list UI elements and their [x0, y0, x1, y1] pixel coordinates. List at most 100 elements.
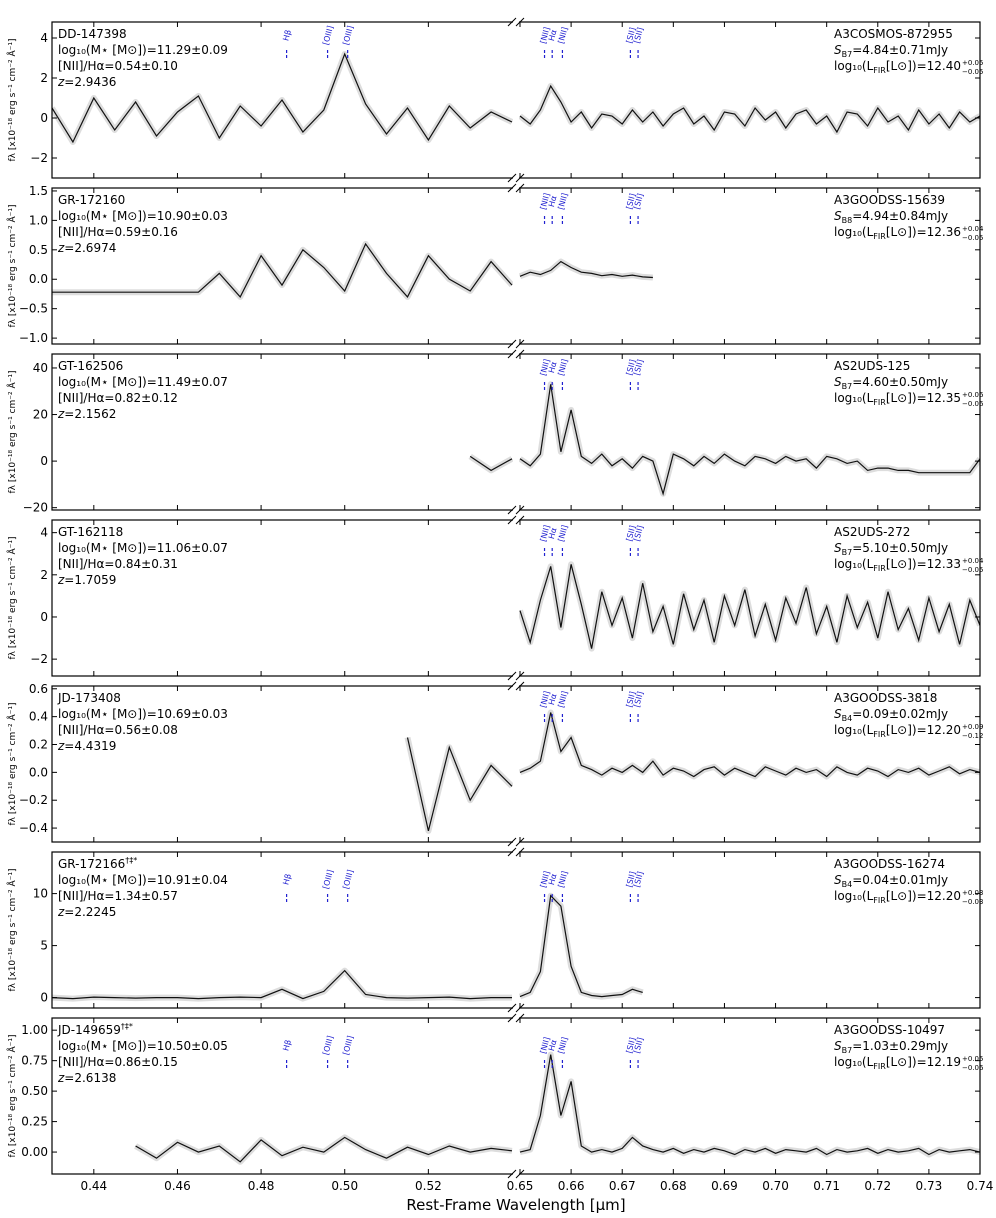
flux-symbol: S [834, 707, 842, 721]
mass-value: 10.50±0.05 [157, 1039, 228, 1053]
redshift: z=1.7059 [57, 573, 116, 587]
axis-break-mark [507, 671, 517, 681]
redshift: z=2.6974 [57, 241, 116, 255]
spectrum [135, 1054, 980, 1163]
axis-break-mark [507, 349, 517, 359]
lfir-suffix: [L⊙])= [886, 1055, 927, 1069]
lfir-suffix: [L⊙])= [886, 59, 927, 73]
lfir-err-down: −0.06 [962, 400, 984, 408]
x-tick-label: 0.48 [248, 1179, 275, 1193]
y-tick-label: 0.00 [21, 1145, 48, 1159]
line-ratio: [NII]/Hα=0.84±0.31 [58, 557, 178, 571]
line-label: [SII] [625, 26, 638, 44]
object-name: DD-147398 [58, 27, 127, 41]
lfir-value: 12.40 [927, 59, 961, 73]
y-tick-label: −20 [23, 501, 48, 515]
z-label: z= [57, 241, 74, 255]
x-tick-label: 0.46 [164, 1179, 191, 1193]
y-tick-label: 0 [40, 991, 48, 1005]
ratio-value: 0.59±0.16 [114, 225, 178, 239]
y-tick-label: 0.6 [29, 682, 48, 696]
x-tick-label: 0.52 [415, 1179, 442, 1193]
redshift: z=2.9436 [57, 75, 116, 89]
y-tick-label: 10 [33, 887, 48, 901]
y-axis-label: fλ [x10⁻¹⁸ erg s⁻¹ cm⁻² Å⁻¹] [6, 371, 18, 494]
z-value: 2.6974 [74, 241, 116, 255]
lfir-sub: FIR [873, 232, 886, 241]
y-axis-label: fλ [x10⁻¹⁸ erg s⁻¹ cm⁻² Å⁻¹] [6, 1035, 18, 1158]
axis-break-mark [507, 17, 517, 27]
line-label: [SII] [625, 524, 638, 542]
lfir: log₁₀(LFIR[L⊙])=12.20 [834, 889, 961, 905]
z-value: 4.4319 [74, 739, 116, 753]
source-name: A3GOODSS-15639 [834, 193, 945, 207]
y-tick-label: −2 [30, 652, 48, 666]
flux-symbol: S [834, 873, 842, 887]
lfir-value: 12.19 [927, 1055, 961, 1069]
object-flags: †‡* [121, 1022, 133, 1031]
axis-break-gap [513, 20, 519, 180]
object-name: JD-149659 [57, 1023, 121, 1037]
y-tick-label: 5 [40, 939, 48, 953]
object-id: GR-172166†‡* [58, 856, 137, 871]
lfir-err-up: +0.04 [962, 557, 984, 565]
axis-break-mark [507, 515, 517, 525]
line-label: [OIII] [321, 25, 335, 46]
line-label: [OIII] [341, 1035, 355, 1056]
spectrum [406, 712, 980, 832]
line-label: [SII] [625, 870, 638, 888]
lfir-suffix: [L⊙])= [886, 225, 927, 239]
line-label: [NII] [539, 358, 552, 377]
z-value: 2.1562 [74, 407, 116, 421]
stellar-mass: log₁₀(M⋆ [M⊙])=11.06±0.07 [58, 541, 228, 555]
y-tick-label: 0.50 [21, 1084, 48, 1098]
y-tick-label: 2 [40, 568, 48, 582]
mass-value: 10.90±0.03 [157, 209, 228, 223]
y-axis-label: fλ [x10⁻¹⁸ erg s⁻¹ cm⁻² Å⁻¹] [6, 205, 18, 328]
line-label: [OIII] [321, 1035, 335, 1056]
stellar-mass: log₁₀(M⋆ [M⊙])=10.50±0.05 [58, 1039, 228, 1053]
line-label: [SII] [632, 192, 645, 210]
ratio-value: 0.54±0.10 [114, 59, 178, 73]
stellar-mass: log₁₀(M⋆ [M⊙])=10.90±0.03 [58, 209, 228, 223]
lfir-err-up: +0.03 [962, 889, 983, 897]
source-name: A3GOODSS-16274 [834, 857, 945, 871]
mass-value: 11.49±0.07 [157, 375, 228, 389]
y-tick-label: 0.2 [29, 738, 48, 752]
lfir-prefix: log₁₀(L [834, 391, 874, 405]
line-label: [SII] [632, 870, 645, 888]
x-tick-label: 0.69 [711, 1179, 738, 1193]
line-label: Hα [547, 361, 559, 374]
x-tick-label: 0.70 [762, 1179, 789, 1193]
y-tick-label: −0.2 [19, 793, 48, 807]
lfir-suffix: [L⊙])= [886, 557, 927, 571]
axis-break-mark [507, 505, 517, 515]
flux-band: B7 [842, 50, 853, 59]
x-tick-label: 0.72 [864, 1179, 891, 1193]
ratio-label: [NII]/Hα= [58, 723, 114, 737]
lfir: log₁₀(LFIR[L⊙])=12.19 [834, 1055, 961, 1071]
ratio-label: [NII]/Hα= [58, 557, 114, 571]
line-label: [NII] [556, 690, 569, 709]
axis-break-gap [513, 186, 519, 346]
redshift: z=4.4319 [57, 739, 116, 753]
y-tick-label: 1.0 [29, 213, 48, 227]
spectrum [52, 894, 643, 1000]
z-label: z= [57, 75, 74, 89]
axis-break-mark [507, 339, 517, 349]
flux: SB8=4.94±0.84mJy [834, 209, 948, 225]
line-label: [SII] [625, 358, 638, 376]
lfir-sub: FIR [873, 730, 886, 739]
y-tick-label: −0.4 [19, 821, 48, 835]
flux-value: =4.84±0.71mJy [852, 43, 948, 57]
line-ratio: [NII]/Hα=0.86±0.15 [58, 1055, 178, 1069]
y-tick-label: 4 [40, 31, 48, 45]
line-ratio: [NII]/Hα=0.59±0.16 [58, 225, 178, 239]
flux-band: B4 [842, 880, 853, 889]
lfir-err-down: −0.06 [962, 1064, 984, 1072]
line-label: Hα [547, 693, 559, 706]
line-label: [SII] [625, 192, 638, 210]
object-name: JD-173408 [57, 691, 121, 705]
lfir: log₁₀(LFIR[L⊙])=12.35 [834, 391, 961, 407]
lfir-err-down: −0.05 [962, 566, 983, 574]
